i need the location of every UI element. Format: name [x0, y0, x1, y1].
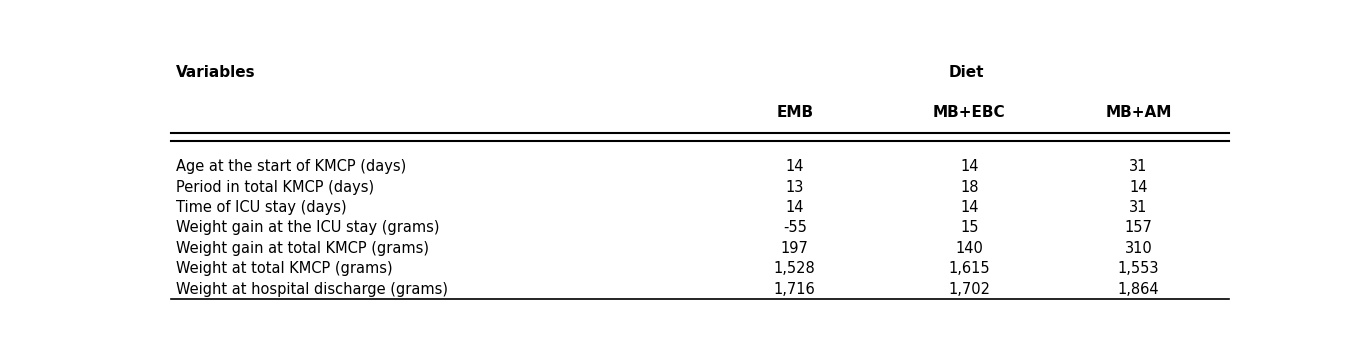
- Text: 15: 15: [960, 221, 979, 235]
- Text: 157: 157: [1125, 221, 1152, 235]
- Text: 140: 140: [955, 241, 983, 256]
- Text: Weight at total KMCP (grams): Weight at total KMCP (grams): [176, 261, 393, 276]
- Text: 14: 14: [785, 200, 804, 215]
- Text: MB+AM: MB+AM: [1106, 105, 1171, 120]
- Text: 1,864: 1,864: [1118, 281, 1159, 297]
- Text: EMB: EMB: [777, 105, 814, 120]
- Text: 14: 14: [1129, 180, 1148, 195]
- Text: 1,716: 1,716: [774, 281, 816, 297]
- Text: Time of ICU stay (days): Time of ICU stay (days): [176, 200, 347, 215]
- Text: Diet: Diet: [949, 65, 984, 80]
- Text: 18: 18: [960, 180, 979, 195]
- Text: MB+EBC: MB+EBC: [934, 105, 1006, 120]
- Text: 1,553: 1,553: [1118, 261, 1159, 276]
- Text: 13: 13: [786, 180, 804, 195]
- Text: 14: 14: [785, 159, 804, 174]
- Text: 1,528: 1,528: [774, 261, 816, 276]
- Text: Weight gain at total KMCP (grams): Weight gain at total KMCP (grams): [176, 241, 429, 256]
- Text: -55: -55: [784, 221, 807, 235]
- Text: 14: 14: [960, 159, 979, 174]
- Text: Age at the start of KMCP (days): Age at the start of KMCP (days): [176, 159, 407, 174]
- Text: 31: 31: [1129, 159, 1148, 174]
- Text: 31: 31: [1129, 200, 1148, 215]
- Text: Variables: Variables: [176, 65, 255, 80]
- Text: Weight at hospital discharge (grams): Weight at hospital discharge (grams): [176, 281, 448, 297]
- Text: Weight gain at the ICU stay (grams): Weight gain at the ICU stay (grams): [176, 221, 440, 235]
- Text: 14: 14: [960, 200, 979, 215]
- Text: 310: 310: [1125, 241, 1152, 256]
- Text: 1,702: 1,702: [949, 281, 991, 297]
- Text: Period in total KMCP (days): Period in total KMCP (days): [176, 180, 374, 195]
- Text: 1,615: 1,615: [949, 261, 990, 276]
- Text: 197: 197: [781, 241, 808, 256]
